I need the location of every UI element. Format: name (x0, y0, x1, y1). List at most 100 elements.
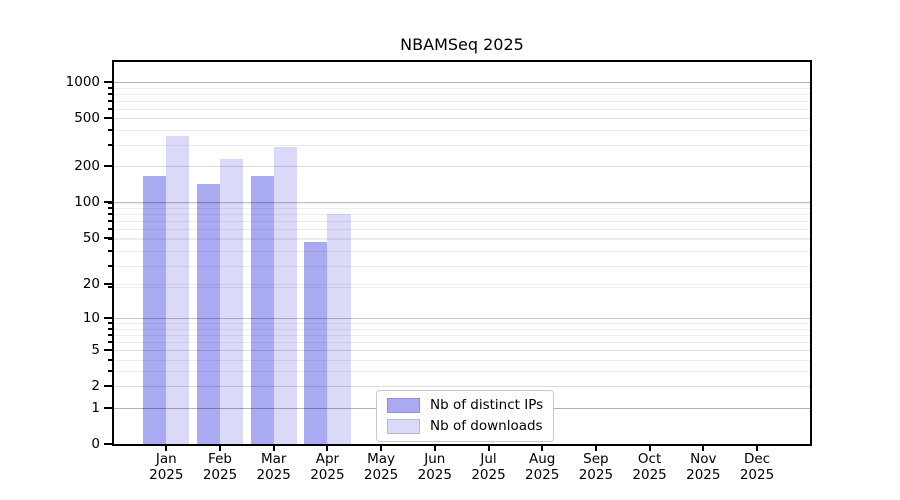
tick-gridline (114, 284, 810, 286)
y-minor-tick-mark (108, 238, 112, 241)
legend-label-downloads: Nb of downloads (430, 418, 543, 434)
x-label-year: 2025 (739, 467, 775, 483)
x-label-month: May (367, 451, 396, 467)
x-label-year: 2025 (417, 467, 452, 483)
x-label-year: 2025 (686, 467, 721, 483)
tick-gridline (114, 166, 810, 168)
y-minor-tick-mark (108, 327, 112, 330)
x-axis-tick-label: Jul 2025 (461, 451, 517, 483)
x-label-month: Apr (315, 451, 340, 467)
x-axis-tick-label: Aug 2025 (514, 451, 570, 483)
y-minor-tick-mark (108, 286, 112, 289)
plot-area (112, 60, 812, 446)
x-label-year: 2025 (256, 467, 291, 483)
minor-gridline (114, 328, 810, 330)
minor-gridline (114, 100, 810, 102)
legend-item-downloads: Nb of downloads (387, 419, 543, 434)
minor-gridline (114, 250, 810, 252)
y-axis-tick-label: 500 (74, 110, 100, 127)
y-tick-mark (104, 385, 112, 388)
y-axis-tick-label: 10 (82, 310, 100, 327)
x-label-month: Mar (260, 451, 287, 467)
x-axis-tick-label: Jun 2025 (407, 451, 463, 483)
bar-jan-downloads (166, 136, 190, 444)
minor-gridline (114, 350, 810, 352)
x-tick-mark (648, 446, 651, 451)
x-axis-tick-label: Nov 2025 (675, 451, 731, 483)
minor-gridline (114, 93, 810, 95)
y-tick-mark (104, 117, 112, 120)
x-label-month: Sep (583, 451, 609, 467)
y-minor-tick-mark (108, 99, 112, 102)
minor-gridline (114, 239, 810, 241)
x-axis-tick-label: Sep 2025 (568, 451, 624, 483)
x-axis-tick-label: Apr 2025 (299, 451, 355, 483)
bar-jan-distinct-ips (143, 176, 167, 444)
x-axis-tick-label: Feb 2025 (192, 451, 248, 483)
minor-gridline (114, 386, 810, 388)
x-label-month: Oct (637, 451, 662, 467)
y-tick-mark (104, 443, 112, 445)
x-label-year: 2025 (149, 467, 184, 483)
major-gridline (114, 202, 810, 204)
x-label-month: Jun (424, 451, 446, 467)
minor-gridline (114, 371, 810, 373)
y-minor-tick-mark (108, 107, 112, 110)
bar-apr-downloads (327, 214, 351, 444)
x-tick-mark (756, 446, 758, 451)
tick-gridline (114, 350, 810, 352)
x-axis-tick-label: May 2025 (353, 451, 409, 483)
minor-gridline (114, 108, 810, 110)
major-gridline (114, 81, 810, 83)
y-axis-tick-label: 1 (91, 399, 100, 416)
y-tick-mark (104, 349, 112, 352)
tick-gridline (114, 237, 810, 239)
x-label-month: Dec (743, 451, 771, 467)
minor-gridline (114, 323, 810, 325)
x-label-year: 2025 (363, 467, 399, 483)
x-label-year: 2025 (525, 467, 560, 483)
y-axis-tick-label: 0 (91, 436, 100, 452)
y-tick-mark (104, 236, 112, 239)
y-axis-tick-label: 100 (74, 194, 100, 211)
bar-apr-distinct-ips (304, 242, 328, 444)
x-axis-tick-label: Dec 2025 (729, 451, 785, 483)
y-minor-tick-mark (108, 213, 112, 216)
x-label-year: 2025 (310, 467, 345, 483)
y-minor-tick-mark (108, 341, 112, 344)
minor-gridline (114, 335, 810, 337)
minor-gridline (114, 82, 810, 84)
y-axis-tick-label: 5 (91, 342, 100, 359)
x-tick-mark (165, 446, 168, 451)
x-tick-mark (541, 446, 544, 451)
x-axis-tick-label: Jan 2025 (138, 451, 194, 483)
bar-mar-distinct-ips (250, 175, 274, 444)
y-minor-tick-mark (108, 322, 112, 325)
y-minor-tick-mark (108, 249, 112, 252)
y-minor-tick-mark (108, 358, 112, 361)
y-minor-tick-mark (108, 92, 112, 95)
x-tick-mark (219, 446, 221, 451)
x-tick-mark (272, 446, 275, 451)
tick-gridline (114, 386, 810, 388)
y-minor-tick-mark (108, 207, 112, 210)
major-gridline (114, 318, 810, 320)
y-minor-tick-mark (108, 264, 112, 267)
minor-gridline (114, 130, 810, 132)
minor-gridline (114, 229, 810, 231)
x-tick-mark (487, 446, 490, 451)
y-minor-tick-mark (108, 220, 112, 223)
legend: Nb of distinct IPs Nb of downloads (376, 390, 555, 442)
x-tick-mark (380, 446, 383, 451)
minor-gridline (114, 359, 810, 361)
y-minor-tick-mark (108, 334, 112, 337)
minor-gridline (114, 166, 810, 168)
legend-swatch-distinct-ips (387, 398, 420, 413)
minor-gridline (114, 342, 810, 344)
y-axis-tick-label: 20 (82, 276, 100, 293)
x-label-year: 2025 (471, 467, 506, 483)
legend-item-distinct-ips: Nb of distinct IPs (387, 398, 543, 413)
y-tick-mark (104, 406, 112, 409)
y-axis-tick-label: 2 (91, 378, 100, 395)
